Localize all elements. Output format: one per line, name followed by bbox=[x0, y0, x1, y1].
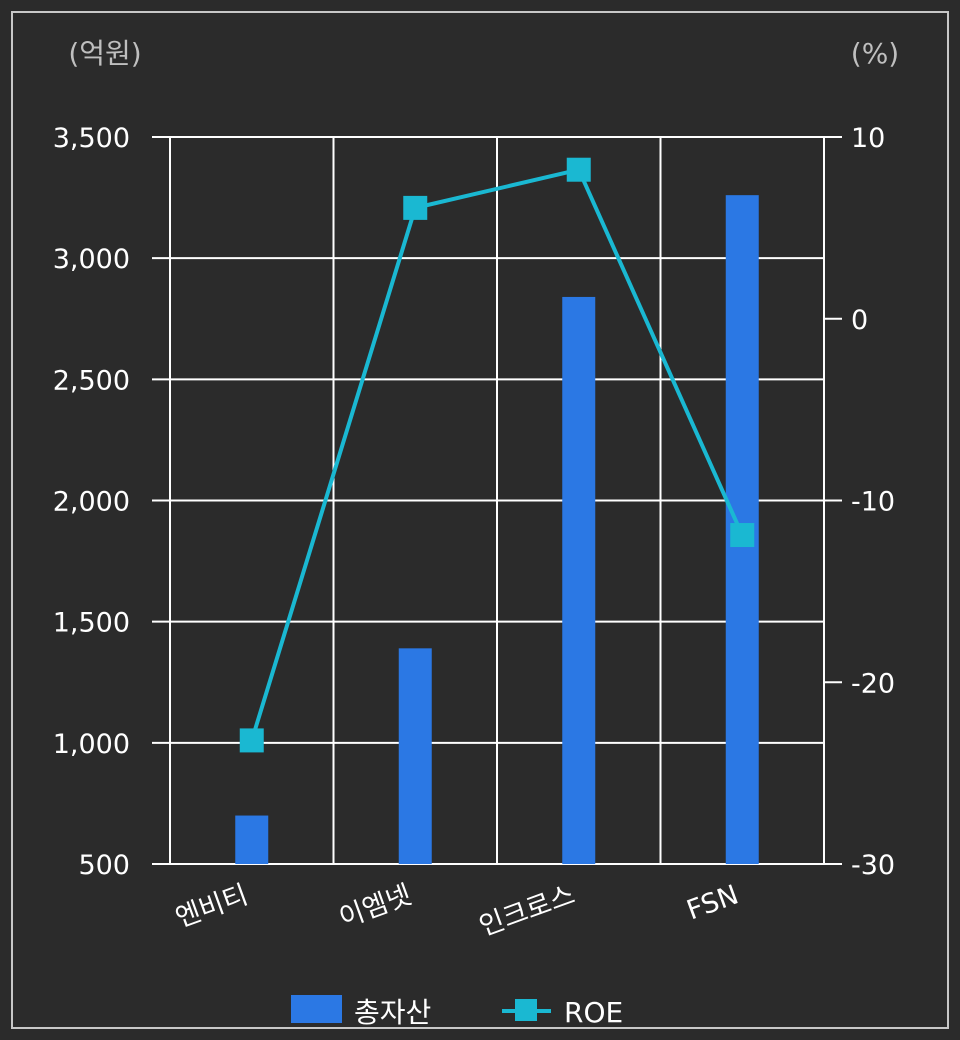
category-label: 인크로스 bbox=[475, 879, 579, 942]
left-axis-tick-label: 1,000 bbox=[53, 729, 130, 760]
left-axis-tick-label: 500 bbox=[78, 850, 130, 881]
roe-line bbox=[249, 167, 745, 741]
left-axis-tick-label: 1,500 bbox=[53, 608, 130, 639]
category-label: FSN bbox=[683, 879, 743, 926]
right-axis-tick-label: -20 bbox=[851, 668, 895, 699]
left-axis-tick-label: 2,000 bbox=[53, 487, 130, 518]
right-axis-tick-label: -10 bbox=[851, 487, 895, 518]
legend-label-roe: ROE bbox=[564, 996, 623, 1029]
legend-swatch-roe-marker bbox=[515, 999, 537, 1021]
left-axis-tick-label: 2,500 bbox=[53, 365, 130, 396]
tick-labels: 500 1,000 1,500 2,000 2,500 3,000 3,500 -30 -20 -… bbox=[53, 123, 895, 943]
axes bbox=[152, 136, 842, 865]
grid-lines bbox=[170, 136, 824, 865]
right-axis-tick-label: -30 bbox=[851, 850, 895, 881]
bar-total-assets-1 bbox=[235, 815, 269, 864]
bar-total-assets-3 bbox=[562, 296, 596, 864]
roe-marker-2 bbox=[403, 195, 428, 220]
legend-label-total-assets: 총자산 bbox=[354, 996, 431, 1029]
category-label: 이엠넷 bbox=[335, 879, 416, 934]
chart-frame bbox=[11, 11, 949, 1029]
left-axis-tick-label: 3,500 bbox=[53, 123, 130, 154]
left-axis-tick-label: 3,000 bbox=[53, 244, 130, 275]
category-label: 엔비티 bbox=[172, 879, 253, 934]
roe-marker-3 bbox=[566, 157, 591, 182]
line-series-roe bbox=[239, 157, 755, 753]
right-axis-tick-label: 0 bbox=[851, 305, 868, 336]
legend-swatch-total-assets bbox=[291, 995, 342, 1023]
roe-marker-4 bbox=[730, 523, 755, 548]
right-axis-tick-label: 10 bbox=[851, 123, 885, 154]
left-axis-unit-label: (억원) bbox=[68, 37, 141, 70]
bar-total-assets-2 bbox=[398, 648, 432, 864]
right-axis-unit-label: (%) bbox=[851, 37, 899, 70]
roe-marker-1 bbox=[239, 728, 264, 753]
legend: 총자산 ROE bbox=[291, 995, 623, 1029]
